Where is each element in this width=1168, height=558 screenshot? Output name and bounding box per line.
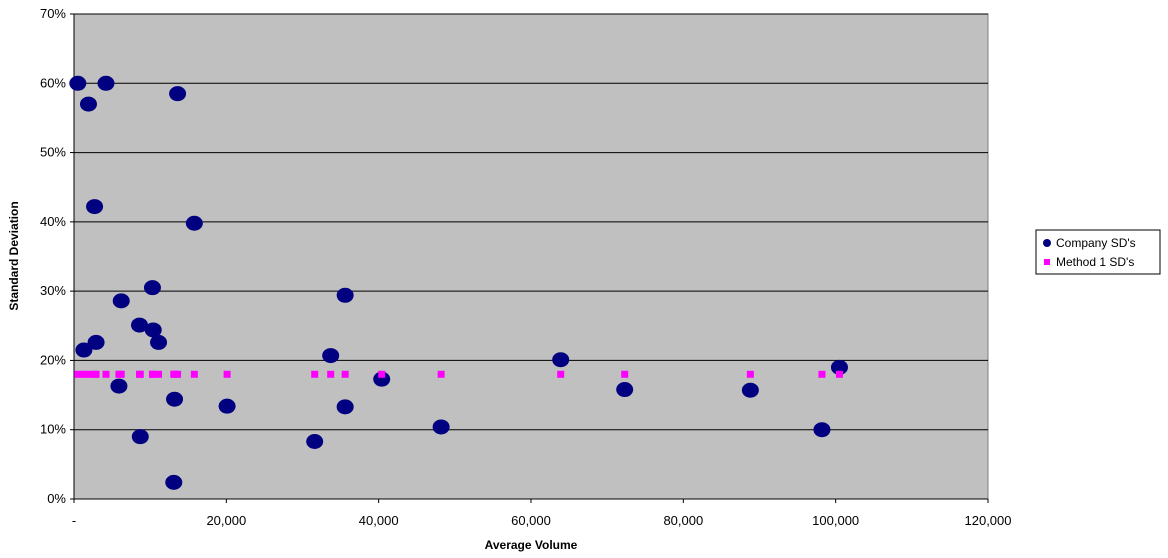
data-point-company bbox=[97, 75, 115, 91]
data-point-company bbox=[86, 199, 104, 215]
x-tick-label: 20,000 bbox=[206, 513, 246, 528]
y-axis-title: Standard Deviation bbox=[7, 201, 21, 310]
x-tick-label: - bbox=[72, 513, 76, 528]
legend: Company SD's Method 1 SD's bbox=[1035, 229, 1161, 275]
legend-label: Company SD's bbox=[1056, 236, 1136, 250]
data-point-method1 bbox=[155, 370, 163, 378]
y-tick-label: 70% bbox=[40, 6, 66, 21]
series-2 bbox=[74, 370, 843, 378]
y-tick-label: 30% bbox=[40, 283, 66, 298]
data-point-company bbox=[110, 378, 128, 394]
data-point-company bbox=[169, 86, 187, 102]
data-point-company bbox=[150, 334, 168, 350]
data-point-company bbox=[131, 317, 149, 333]
data-point-company bbox=[131, 429, 149, 445]
data-point-method1 bbox=[557, 370, 565, 378]
data-point-method1 bbox=[74, 370, 82, 378]
legend-box bbox=[1035, 229, 1161, 275]
data-point-method1 bbox=[835, 370, 843, 378]
data-point-company bbox=[75, 342, 93, 358]
data-point-method1 bbox=[136, 370, 144, 378]
data-point-method1 bbox=[92, 370, 100, 378]
x-tick-label: 40,000 bbox=[359, 513, 399, 528]
data-point-method1 bbox=[327, 370, 335, 378]
y-tick-label: 40% bbox=[40, 214, 66, 229]
legend-label: Method 1 SD's bbox=[1056, 255, 1134, 269]
y-tick-label: 0% bbox=[47, 491, 66, 506]
plot-area bbox=[73, 13, 989, 500]
data-point-method1 bbox=[818, 370, 826, 378]
data-point-method1 bbox=[80, 370, 88, 378]
x-tick-label: 80,000 bbox=[663, 513, 703, 528]
data-point-method1 bbox=[378, 370, 386, 378]
x-tick-label: 60,000 bbox=[511, 513, 551, 528]
data-point-method1 bbox=[437, 370, 445, 378]
data-point-company bbox=[87, 334, 105, 350]
data-point-company bbox=[69, 75, 87, 91]
data-point-company bbox=[813, 422, 831, 438]
x-axis-title: Average Volume bbox=[485, 538, 578, 552]
data-series bbox=[69, 75, 848, 490]
data-point-method1 bbox=[102, 370, 110, 378]
data-point-method1 bbox=[174, 370, 182, 378]
data-point-company bbox=[336, 399, 354, 415]
y-tick-label: 60% bbox=[40, 75, 66, 90]
data-point-method1 bbox=[746, 370, 754, 378]
data-point-company bbox=[166, 391, 184, 407]
data-point-company bbox=[218, 398, 236, 414]
x-tick-label: 120,000 bbox=[965, 513, 1012, 528]
data-point-company bbox=[552, 352, 570, 368]
data-point-company bbox=[185, 215, 203, 231]
data-point-method1 bbox=[117, 370, 125, 378]
x-tick-label: 100,000 bbox=[812, 513, 859, 528]
data-point-method1 bbox=[341, 370, 349, 378]
data-point-company bbox=[322, 348, 340, 364]
data-point-company bbox=[336, 287, 354, 303]
data-point-method1 bbox=[621, 370, 629, 378]
data-point-method1 bbox=[311, 370, 319, 378]
data-point-company bbox=[741, 382, 759, 398]
data-point-company bbox=[143, 280, 161, 296]
series-1 bbox=[69, 75, 848, 490]
data-point-method1 bbox=[149, 370, 157, 378]
data-point-company bbox=[432, 419, 450, 435]
legend-marker-circle bbox=[1043, 239, 1051, 247]
data-point-company bbox=[616, 382, 634, 398]
data-point-company bbox=[112, 293, 130, 309]
legend-marker-square bbox=[1044, 259, 1050, 265]
y-tick-label: 50% bbox=[40, 145, 66, 160]
y-tick-labels: 0% 10% 20% 30% 40% 50% 60% 70% bbox=[40, 6, 66, 506]
data-point-company bbox=[306, 433, 324, 449]
data-point-company bbox=[830, 359, 848, 375]
x-tick-labels: - 20,000 40,000 60,000 80,000 100,000 120,000 bbox=[72, 513, 1012, 528]
data-point-company bbox=[165, 474, 183, 490]
data-point-method1 bbox=[84, 370, 92, 378]
data-point-method1 bbox=[223, 370, 231, 378]
data-point-company bbox=[79, 96, 97, 112]
data-point-company bbox=[144, 322, 162, 338]
data-point-company bbox=[373, 371, 391, 387]
y-tick-label: 10% bbox=[40, 422, 66, 437]
data-point-method1 bbox=[190, 370, 198, 378]
axes bbox=[70, 13, 989, 503]
gridlines bbox=[74, 13, 988, 431]
y-tick-label: 20% bbox=[40, 352, 66, 367]
